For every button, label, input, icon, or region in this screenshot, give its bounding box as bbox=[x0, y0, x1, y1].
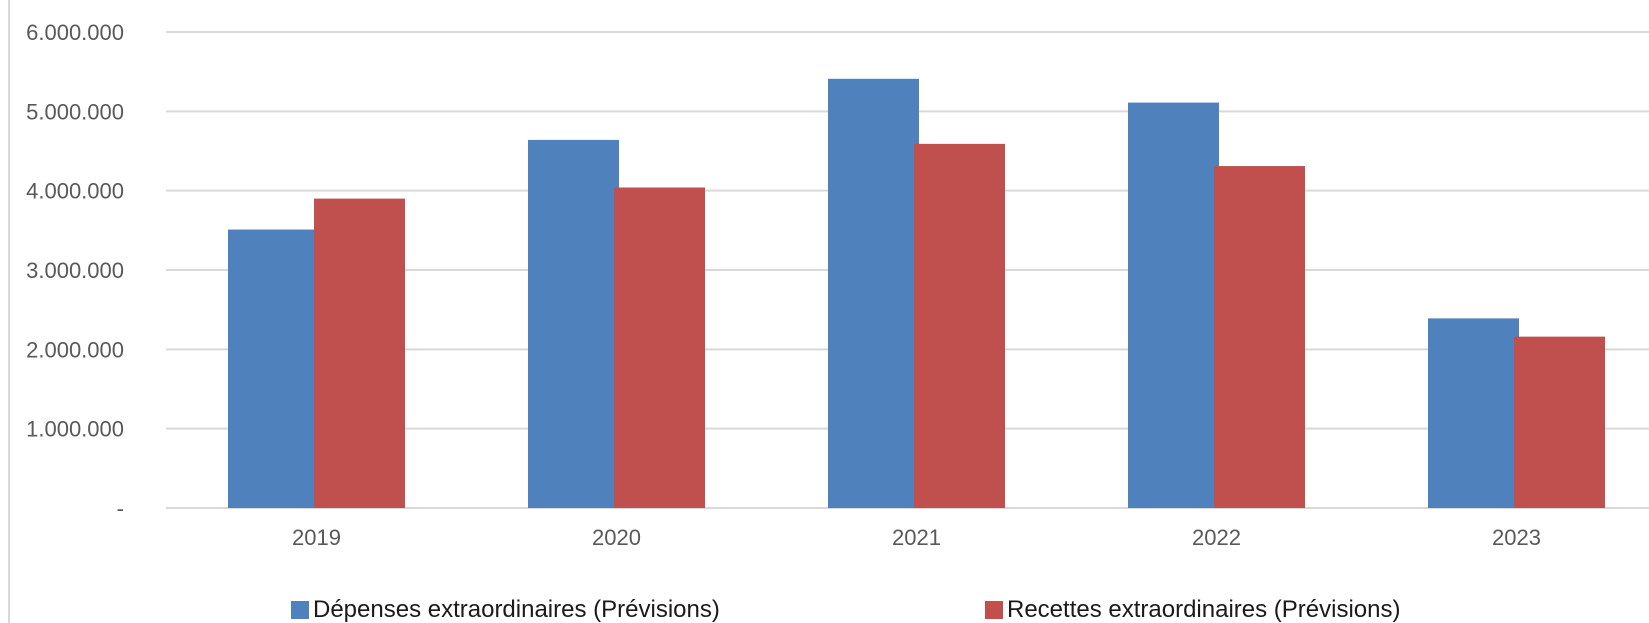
chart-legend: Dépenses extraordinaires (Prévisions) Re… bbox=[0, 596, 1649, 623]
bar-recettes-2021 bbox=[914, 143, 1005, 509]
bar-depenses-2020 bbox=[528, 139, 619, 509]
y-tick-label: - bbox=[117, 496, 124, 521]
bar-depenses-2019 bbox=[228, 229, 319, 509]
x-tick-label: 2021 bbox=[892, 525, 941, 550]
y-tick-label: 1.000.000 bbox=[26, 417, 124, 442]
legend-item-recettes: Recettes extraordinaires (Prévisions) bbox=[985, 596, 1400, 623]
legend-label-depenses: Dépenses extraordinaires (Prévisions) bbox=[313, 596, 720, 623]
bar-depenses-2023 bbox=[1428, 318, 1519, 508]
x-tick-label: 2020 bbox=[592, 525, 641, 550]
bar-depenses-2021 bbox=[828, 78, 919, 508]
legend-label-recettes: Recettes extraordinaires (Prévisions) bbox=[1007, 596, 1401, 623]
bar-recettes-2020 bbox=[614, 187, 705, 508]
bar-recettes-2019 bbox=[314, 198, 405, 508]
x-tick-label: 2022 bbox=[1192, 525, 1241, 550]
legend-item-depenses: Dépenses extraordinaires (Prévisions) bbox=[291, 596, 720, 623]
y-tick-label: 3.000.000 bbox=[26, 258, 124, 283]
bar-depenses-2022 bbox=[1128, 102, 1219, 509]
bar-recettes-2023 bbox=[1514, 336, 1605, 508]
chart-frame-left-border bbox=[8, 0, 10, 623]
legend-swatch-recettes bbox=[985, 600, 1003, 619]
y-tick-label: 6.000.000 bbox=[26, 20, 124, 45]
y-tick-label: 5.000.000 bbox=[26, 99, 124, 124]
y-tick-label: 4.000.000 bbox=[26, 179, 124, 204]
bar-recettes-2022 bbox=[1214, 166, 1305, 508]
y-tick-label: 2.000.000 bbox=[26, 337, 124, 362]
legend-swatch-depenses bbox=[291, 600, 309, 619]
x-tick-label: 2023 bbox=[1492, 525, 1541, 550]
x-tick-label: 2019 bbox=[292, 525, 341, 550]
